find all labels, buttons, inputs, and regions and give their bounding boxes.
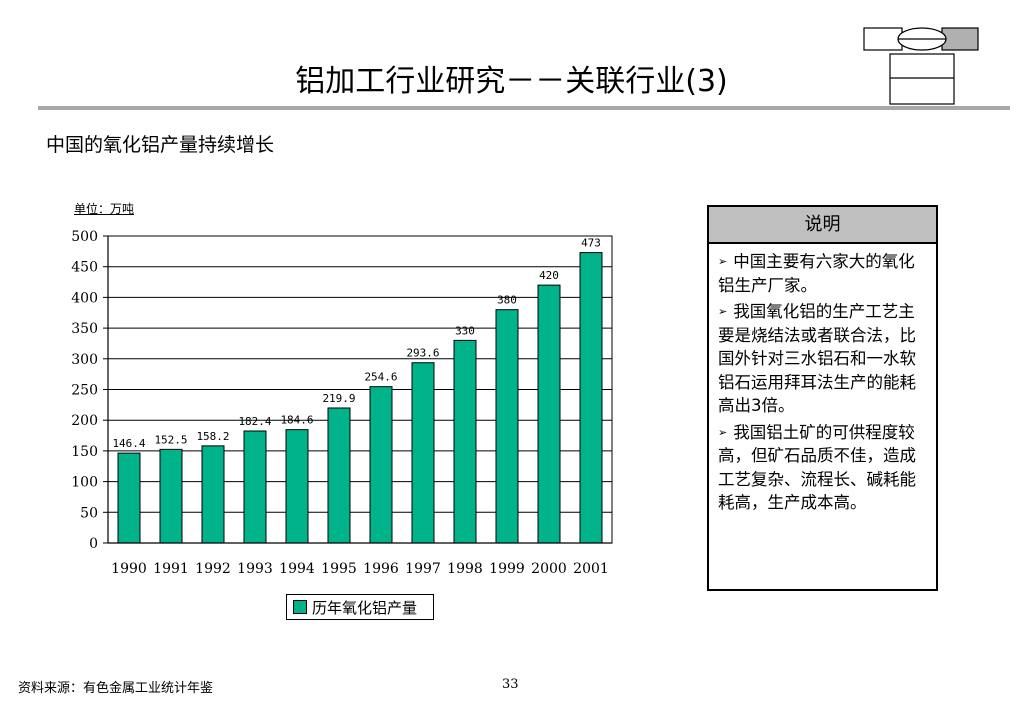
x-tick-label: 2000 [531,561,567,577]
y-tick-label: 450 [71,260,98,276]
x-tick-label: 1995 [321,561,357,577]
legend-label: 历年氧化铝产量 [312,598,418,617]
chart-legend: 历年氧化铝产量 [286,594,434,620]
note-text: 我国铝土矿的可供程度较高，但矿石品质不佳，造成工艺复杂、流程长、碱耗能耗高，生产… [718,422,916,513]
chart-axes [103,235,612,544]
y-tick-label: 50 [80,505,98,521]
chart-bars [117,252,603,544]
data-label: 420 [539,269,559,282]
bar [411,362,435,544]
data-label: 184.6 [280,414,313,427]
bar [117,452,141,544]
y-tick-label: 250 [71,383,98,399]
y-tick-label: 300 [71,352,98,368]
x-tick-label: 1990 [111,561,147,577]
x-tick-label: 1998 [447,561,483,577]
y-tick-label: 100 [71,475,98,491]
note-item: ➢ 我国氧化铝的生产工艺主要是烧结法或者联合法，比国外针对三水铝石和一水软铝石运用… [718,300,928,418]
slide-subtitle: 中国的氧化铝产量持续增长 [46,134,275,156]
y-tick-label: 200 [71,413,98,429]
bar [579,252,603,544]
data-label: 254.6 [364,371,397,384]
data-label: 152.5 [154,433,187,446]
bar [285,429,309,544]
bar-chart: 0 50 100 150 200 250 300 350 400 450 500 146.4 1990 1… [71,229,613,577]
slide-title: 铝加工行业研究－－关联行业(3) [295,64,728,99]
x-tick-label: 1999 [489,561,525,577]
note-item: ➢ 我国铝土矿的可供程度较高，但矿石品质不佳，造成工艺复杂、流程长、碱耗能耗高，生… [718,421,928,515]
arrow-bullet-icon: ➢ [718,425,728,439]
data-label: 330 [455,324,475,337]
y-tick-label: 500 [71,229,98,245]
data-label: 146.4 [112,437,145,450]
notes-header: 说明 [709,207,936,244]
bar [537,284,561,544]
title-divider [38,106,1010,110]
chart-gridlines [107,235,613,544]
x-tick-label: 1992 [195,561,231,577]
data-label: 219.9 [322,392,355,405]
company-logo [863,27,979,105]
source-note: 资料来源：有色金属工业统计年鉴 [18,681,214,696]
note-text: 中国主要有六家大的氧化铝生产厂家。 [718,252,915,295]
bar [159,448,183,544]
bar [495,309,519,544]
x-tick-label: 1994 [279,561,315,577]
arrow-bullet-icon: ➢ [718,305,728,318]
y-tick-label: 150 [71,444,98,460]
data-label: 182.4 [238,415,271,428]
legend-swatch [293,600,307,614]
x-tick-label: 1991 [153,561,189,577]
note-text: 我国氧化铝的生产工艺主要是烧结法或者联合法，比国外针对三水铝石和一水软铝石运用拜… [718,302,916,415]
data-label: 473 [581,237,601,250]
data-label: 158.2 [196,430,229,443]
bar [327,407,351,544]
chart-unit-label: 单位：万吨 [74,202,135,216]
y-tick-label: 350 [71,321,98,337]
x-tick-label: 1997 [405,561,441,577]
x-tick-label: 1993 [237,561,273,577]
bar [453,339,477,544]
note-item: ➢ 中国主要有六家大的氧化铝生产厂家。 [718,250,928,297]
bar [369,386,393,544]
x-tick-label: 2001 [573,561,609,577]
data-label: 380 [497,294,517,307]
y-tick-label: 400 [71,290,98,306]
bar [243,430,267,544]
bar [201,445,225,544]
y-tick-label: 0 [89,536,98,552]
page-number: 33 [502,677,519,692]
chart-labels: 0 50 100 150 200 250 300 350 400 450 500 146.4 1990 1… [71,229,609,577]
data-label: 293.6 [406,347,439,360]
notes-panel: 说明 ➢ 中国主要有六家大的氧化铝生产厂家。 ➢ 我国氧化铝的生产工艺主要是烧结法或… [707,205,938,591]
arrow-bullet-icon: ➢ [718,255,728,268]
notes-list: ➢ 中国主要有六家大的氧化铝生产厂家。 ➢ 我国氧化铝的生产工艺主要是烧结法或者联合… [709,244,936,515]
x-tick-label: 1996 [363,561,399,577]
